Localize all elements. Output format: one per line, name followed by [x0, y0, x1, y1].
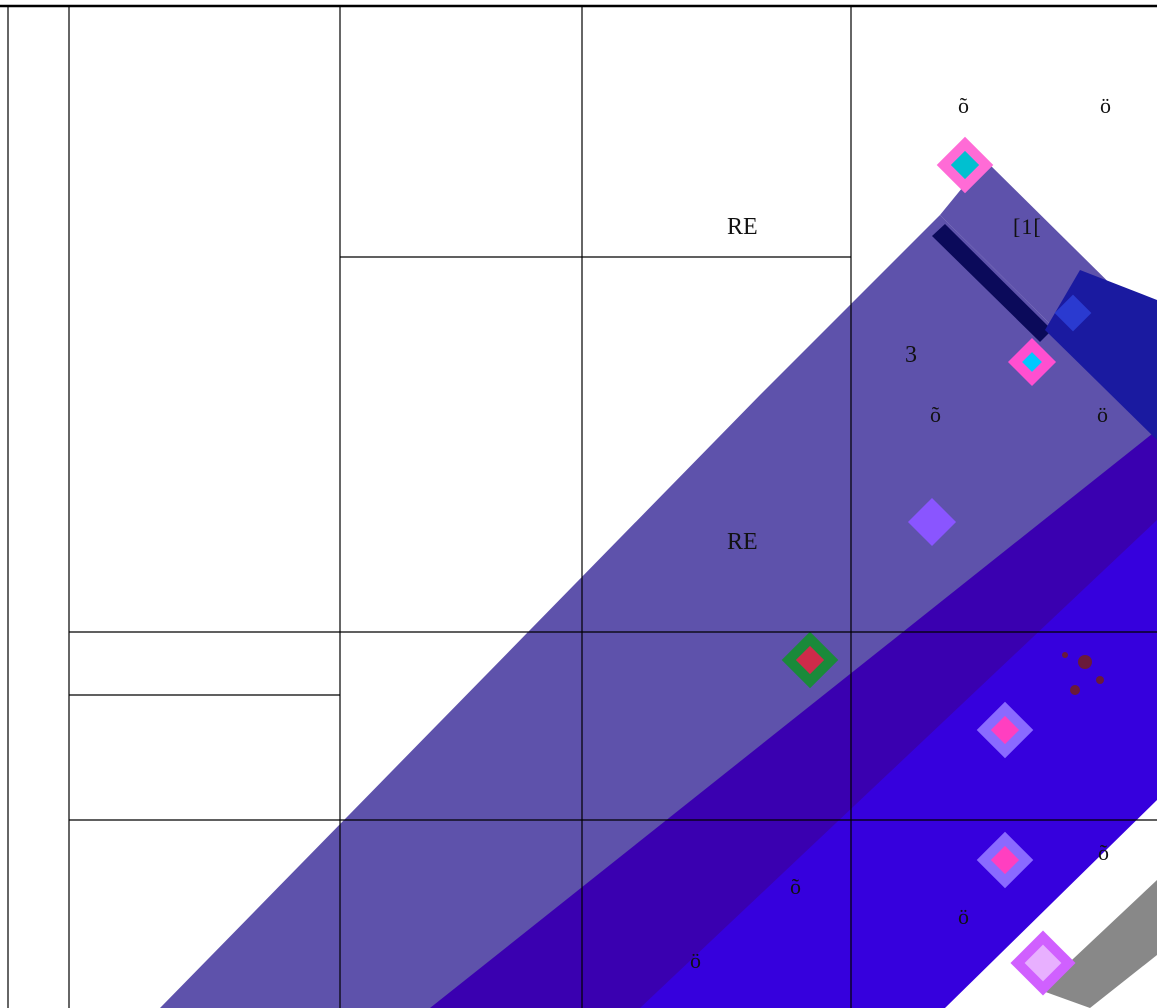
o-umlaut-4: ö — [690, 948, 701, 973]
label-re-top: RE — [727, 214, 758, 240]
o-umlaut-1: ö — [1100, 93, 1111, 118]
o-tilde-4: õ — [790, 874, 801, 899]
band-navy-stripe — [932, 224, 1052, 342]
o-umlaut-3: ö — [958, 904, 969, 929]
label-three: 3 — [905, 342, 917, 368]
label-bracket: [1[ — [1013, 214, 1042, 239]
o-tilde-2: õ — [930, 402, 941, 427]
band-light — [160, 215, 1157, 1008]
label-re-mid: RE — [727, 529, 758, 555]
o-tilde-3: õ — [1098, 840, 1109, 865]
band-bright — [640, 520, 1157, 1008]
o-tilde-1: õ — [958, 93, 969, 118]
o-umlaut-2: ö — [1097, 402, 1108, 427]
gray-strip — [1040, 880, 1157, 1008]
